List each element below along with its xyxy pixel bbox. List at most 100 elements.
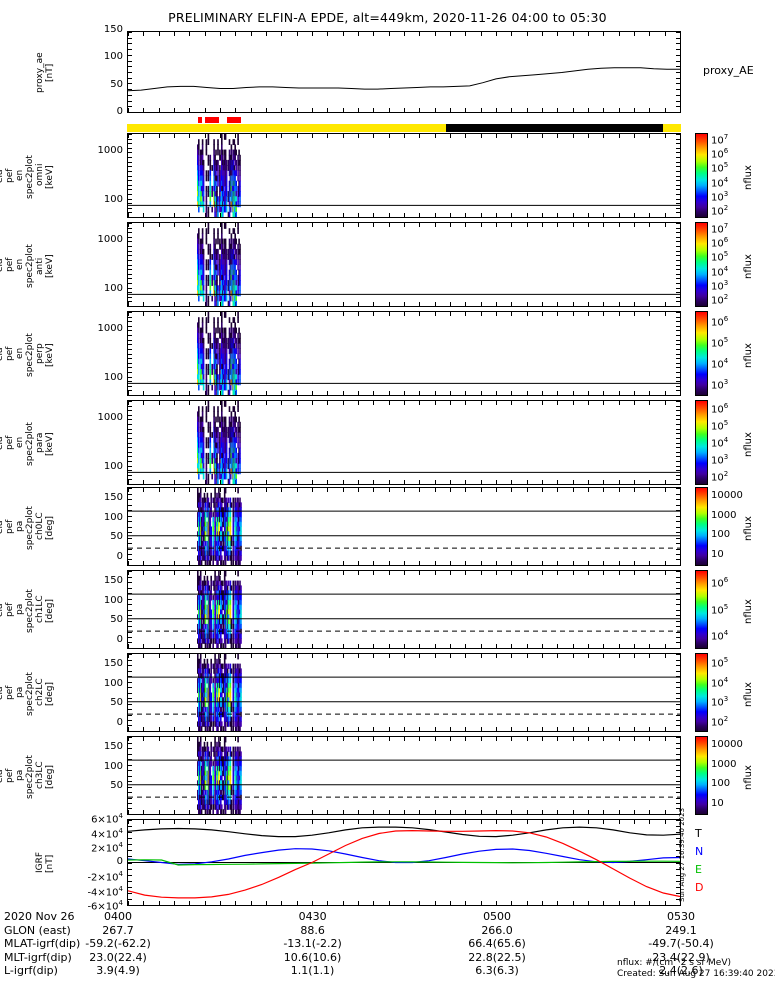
- ylabel-en-perp-line3: spec2plot: [25, 333, 35, 377]
- ytick-pa-ch0lc-2: 50: [110, 531, 123, 543]
- ylabel-pa-ch3lc-line2: pa: [15, 769, 25, 781]
- ytick-pa-ch1lc-0: 150: [103, 574, 123, 586]
- colorbar-label-pa-ch1lc-2: 104: [711, 628, 729, 643]
- igrf-legend-N: N: [695, 845, 704, 858]
- colorbar-label-pa-ch2lc-1: 104: [711, 675, 729, 689]
- ytick-en-para-1: 100: [103, 461, 123, 472]
- ytick-en-perp-1: 100: [103, 372, 123, 383]
- ylabel-en-perp-line2: en: [15, 347, 25, 359]
- ytick-proxy-ae-3: 0: [116, 106, 123, 117]
- footer-created: Created: Sun Aug 27 16:39:40 2023: [617, 969, 775, 979]
- colorbar-label-en-omni-0: 107: [711, 133, 729, 147]
- ytick-pa-ch1lc-2: 50: [110, 614, 123, 626]
- plotarea-pa-ch3lc: [128, 737, 680, 814]
- ylabel-en-anti-line2: en: [15, 258, 25, 270]
- ytick-pa-ch1lc-1: 100: [103, 594, 123, 606]
- colorbar-pa-ch0lc: [695, 487, 708, 566]
- ytick-en-perp-0: 1000: [97, 322, 123, 334]
- ylabel-en-perp-line4: perp: [35, 343, 45, 364]
- xaxis-value-r4-c3: 2.4(2.6): [659, 964, 703, 977]
- ylabel-proxy-ae-line1: [nT]: [45, 64, 55, 83]
- colorbar-label-en-anti-5: 102: [711, 292, 729, 307]
- ylabel-pa-ch0lc-line3: spec2plot: [25, 506, 35, 550]
- colorbar-label-en-perp-2: 104: [711, 357, 729, 371]
- colorbar-label-pa-ch0lc-1: 1000: [711, 509, 737, 521]
- colorbar-label-pa-ch2lc-0: 105: [711, 655, 729, 670]
- colorbar-label-en-perp-0: 106: [711, 314, 729, 328]
- igrf-legend-T: T: [695, 827, 702, 840]
- colorbar-label-en-omni-3: 104: [711, 175, 729, 189]
- ytick-igrf-5: -4×104: [87, 884, 123, 898]
- ytick-en-omni-1: 100: [103, 194, 123, 205]
- ytick-proxy-ae-0: 150: [103, 24, 123, 35]
- igrf-legend-E: E: [695, 863, 702, 876]
- ytick-pa-ch0lc-1: 100: [103, 511, 123, 523]
- colorbar-pa-ch3lc: [695, 736, 708, 815]
- ylabel-en-perp-line1: pef: [5, 346, 15, 362]
- ytick-pa-ch1lc-3: 0: [116, 634, 123, 646]
- ytick-igrf-3: 0: [116, 855, 123, 867]
- colorbar-label-pa-ch1lc-0: 106: [711, 576, 729, 590]
- plotarea-pa-ch1lc: [128, 571, 680, 648]
- ylabel-pa-ch3lc-line1: pef: [5, 768, 15, 784]
- page-title: PRELIMINARY ELFIN-A EPDE, alt=449km, 202…: [168, 10, 607, 25]
- ylabel-pa-ch2lc-line2: pa: [15, 686, 25, 698]
- colorbar-pa-ch1lc: [695, 570, 708, 649]
- colorbar-label-en-perp-3: 103: [711, 378, 729, 392]
- xaxis-value-r0-c1: 0430: [298, 910, 327, 923]
- xaxis-value-r3-c1: 10.6(10.6): [283, 950, 342, 964]
- xaxis-value-r0-c0: 0400: [104, 910, 132, 923]
- colorbar-name-en-omni: nflux: [743, 164, 754, 190]
- panel-proxy-ae: [127, 31, 681, 113]
- colorbar-label-en-anti-3: 104: [711, 264, 729, 278]
- footer-units: nflux: #/(cm^2 s sr MeV): [617, 958, 731, 968]
- ylabel-en-anti-line3: spec2plot: [25, 244, 35, 288]
- xaxis-value-r1-c2: 266.0: [481, 923, 513, 937]
- colorbar-label-pa-ch0lc-0: 10000: [711, 489, 743, 501]
- colorbar-label-en-para-1: 105: [711, 418, 729, 432]
- colorbar-label-en-anti-2: 105: [711, 250, 729, 264]
- colorbar-label-pa-ch2lc-2: 103: [711, 695, 729, 709]
- ytick-pa-ch2lc-2: 50: [110, 697, 123, 709]
- ytick-en-para-0: 1000: [97, 411, 123, 423]
- ylabel-igrf-line0: IGRF: [35, 851, 45, 873]
- ylabel-en-para-line3: spec2plot: [25, 422, 35, 466]
- ytick-proxy-ae-1: 100: [103, 51, 123, 63]
- colorbar-label-pa-ch1lc-1: 105: [711, 602, 729, 616]
- ylabel-en-omni-line5: [keV]: [45, 164, 55, 189]
- colorbar-label-en-omni-4: 103: [711, 189, 729, 204]
- plotarea-pa-ch0lc: [128, 488, 680, 565]
- xaxis-value-r4-c2: 6.3(6.3): [475, 964, 519, 977]
- xaxis-value-r0-c2: 0500: [483, 910, 512, 923]
- ylabel-en-anti-line4: anti: [35, 257, 45, 275]
- xaxis-value-r1-c1: 88.6: [300, 923, 325, 937]
- colorbar-label-en-para-2: 104: [711, 435, 729, 449]
- status-bar-segment-0: [127, 124, 446, 132]
- ylabel-pa-ch0lc-line5: [deg]: [45, 515, 55, 540]
- xaxis-value-r2-c0: -59.2(-62.2): [85, 937, 151, 950]
- ylabel-en-para-line4: para: [35, 432, 45, 453]
- xaxis-row-label-4: L-igrf(dip): [4, 964, 58, 977]
- xaxis-value-r4-c0: 3.9(4.9): [96, 964, 140, 977]
- vertical-timestamp: Sun Aug 27 16:39:40 2023: [678, 807, 686, 902]
- ylabel-pa-ch0lc-line4: ch0LC: [35, 511, 45, 540]
- ytick-pa-ch0lc-0: 150: [103, 491, 123, 503]
- xaxis-value-r4-c1: 1.1(1.1): [290, 964, 335, 977]
- xaxis-value-r2-c2: 66.4(65.6): [468, 937, 526, 950]
- xaxis-row-label-2: MLAT-igrf(dip): [4, 937, 81, 950]
- ylabel-en-para-line2: en: [15, 436, 25, 448]
- ytick-igrf-6: -6×104: [87, 899, 123, 913]
- xaxis-value-r3-c2: 22.8(22.5): [468, 950, 526, 964]
- plotarea-en-perp: [128, 312, 680, 395]
- xaxis-value-r1-c0: 267.7: [102, 923, 134, 937]
- colorbar-en-para: [695, 400, 708, 485]
- ylabel-en-perp-line5: [keV]: [45, 342, 55, 367]
- colorbar-name-en-perp: nflux: [743, 342, 754, 368]
- colorbar-en-anti: [695, 222, 708, 307]
- ytick-igrf-1: 4×104: [91, 826, 123, 840]
- ylabel-pa-ch3lc-line4: ch3LC: [35, 760, 45, 789]
- colorbar-label-en-omni-2: 105: [711, 161, 729, 175]
- ylabel-pa-ch1lc-line4: ch1LC: [35, 594, 45, 623]
- ytick-pa-ch2lc-1: 100: [103, 677, 123, 689]
